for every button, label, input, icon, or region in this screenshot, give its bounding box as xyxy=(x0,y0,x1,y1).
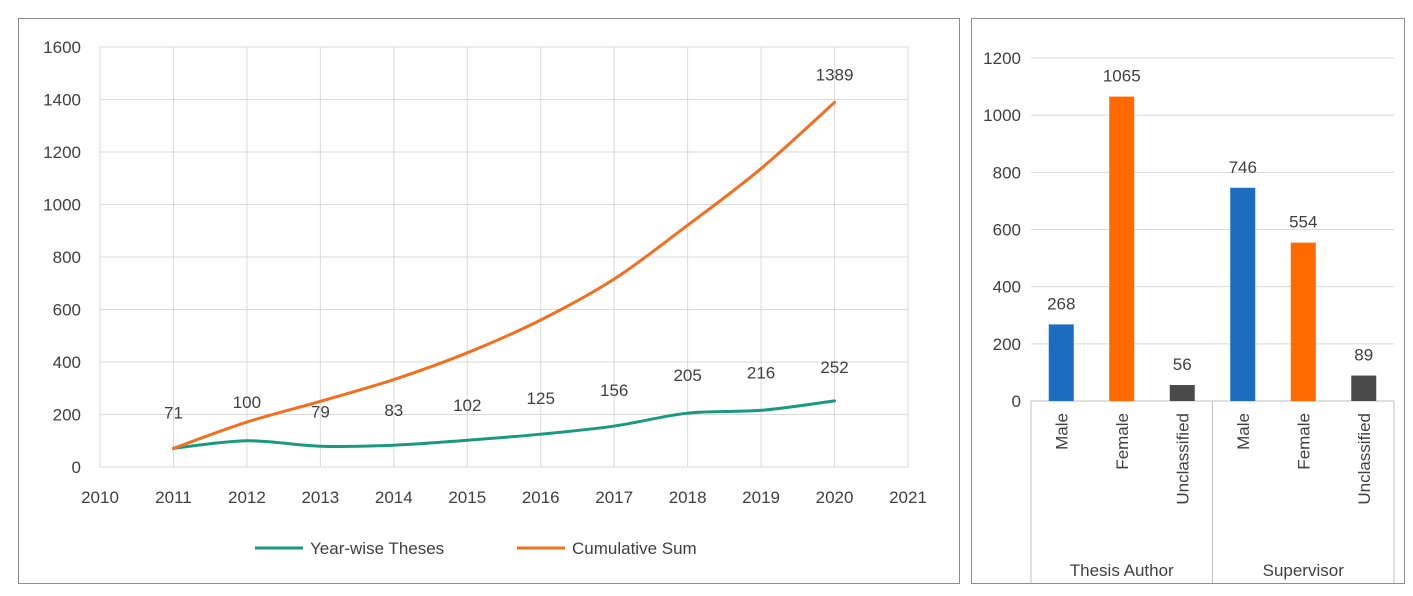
legend-item: Cumulative Sum xyxy=(517,539,697,558)
data-point xyxy=(613,425,616,428)
x-tick-label: 2015 xyxy=(448,488,486,507)
data-point xyxy=(245,439,248,442)
data-label: 83 xyxy=(384,401,403,420)
data-label: 156 xyxy=(600,381,628,400)
legend-label: Cumulative Sum xyxy=(572,539,697,558)
y-tick-label: 1000 xyxy=(43,196,81,215)
y-tick-label: 1000 xyxy=(983,106,1021,125)
group-label: Supervisor xyxy=(1263,561,1345,580)
y-tick-label: 1200 xyxy=(983,49,1021,68)
x-tick-label: 2021 xyxy=(889,488,927,507)
x-axis: 2010 2011 2012 2013 2014 2015 2016 2017 2018 2019… xyxy=(81,488,927,507)
data-point xyxy=(172,447,175,450)
category-label: Male xyxy=(1234,413,1253,450)
y-tick-label: 800 xyxy=(993,163,1021,182)
x-tick-label: 2014 xyxy=(375,488,413,507)
data-point xyxy=(613,278,616,281)
y-tick-label: 0 xyxy=(1012,392,1021,411)
y-tick-label: 600 xyxy=(53,301,81,320)
category-label: Unclassified xyxy=(1355,413,1374,505)
data-point xyxy=(392,444,395,447)
category-label: Female xyxy=(1294,413,1313,470)
x-axis: Male Female Unclassified Thesis Author Male F… xyxy=(1030,400,1395,583)
bar xyxy=(1230,187,1256,401)
y-tick-label: 200 xyxy=(993,335,1021,354)
x-tick-label: 2011 xyxy=(155,488,192,507)
data-label: 125 xyxy=(527,389,555,408)
bar xyxy=(1048,324,1074,401)
line-chart-panel: 0 200 400 600 800 1000 1200 1400 1600 2010 2011 201… xyxy=(18,18,960,584)
bar-chart: 0 200 400 600 800 1000 1200 Male Female Unclassif… xyxy=(983,49,1395,583)
data-point xyxy=(392,378,395,381)
y-tick-label: 1400 xyxy=(43,91,81,110)
data-label: 554 xyxy=(1289,213,1317,232)
data-point xyxy=(245,421,248,424)
y-tick-label: 0 xyxy=(72,458,81,477)
data-label: 102 xyxy=(453,396,481,415)
data-point xyxy=(833,101,836,104)
data-point xyxy=(760,167,763,170)
bar-chart-panel: 0 200 400 600 800 1000 1200 Male Female Unclassif… xyxy=(971,18,1405,584)
x-tick-label: 2010 xyxy=(81,488,119,507)
data-label: 205 xyxy=(673,366,701,385)
y-tick-label: 600 xyxy=(993,221,1021,240)
gridlines xyxy=(99,46,909,468)
x-tick-label: 2012 xyxy=(228,488,266,507)
x-tick-label: 2017 xyxy=(595,488,633,507)
data-point xyxy=(466,439,469,442)
category-label: Male xyxy=(1052,413,1071,450)
data-label: 1065 xyxy=(1103,67,1141,86)
bar-group-thesis-author: 268 1065 56 xyxy=(1047,67,1195,402)
legend-label: Year-wise Theses xyxy=(310,539,444,558)
data-label: 252 xyxy=(820,358,848,377)
data-label: 1389 xyxy=(816,65,854,84)
bar xyxy=(1290,242,1316,401)
category-label: Female xyxy=(1113,413,1132,470)
bar xyxy=(1169,384,1195,401)
series-line xyxy=(171,399,837,450)
y-tick-label: 400 xyxy=(53,353,81,372)
data-point xyxy=(760,409,763,412)
category-label: Unclassified xyxy=(1173,413,1192,505)
y-tick-label: 800 xyxy=(53,248,81,267)
gridlines xyxy=(1031,57,1394,402)
series-year-wise-theses xyxy=(171,399,837,450)
data-labels: 71 100 79 83 102 125 156 205 216 252 1389 xyxy=(164,65,853,422)
data-label: 89 xyxy=(1354,346,1373,365)
x-tick-label: 2013 xyxy=(301,488,339,507)
data-point xyxy=(466,351,469,354)
data-point xyxy=(686,224,689,227)
series-cumulative-sum xyxy=(171,100,837,450)
x-tick-label: 2018 xyxy=(669,488,707,507)
y-axis: 0 200 400 600 800 1000 1200 1400 1600 xyxy=(43,38,81,477)
bar xyxy=(1351,375,1377,401)
data-label: 746 xyxy=(1229,158,1257,177)
y-tick-label: 1200 xyxy=(43,143,81,162)
y-tick-label: 200 xyxy=(53,406,81,425)
data-point xyxy=(319,445,322,448)
group-label: Thesis Author xyxy=(1070,561,1174,580)
bar-group-supervisor: 746 554 89 xyxy=(1229,158,1377,401)
y-axis: 0 200 400 600 800 1000 1200 xyxy=(983,49,1021,411)
data-point xyxy=(686,412,689,415)
y-tick-label: 1600 xyxy=(43,38,81,57)
data-label: 79 xyxy=(311,402,330,421)
data-label: 71 xyxy=(164,403,183,422)
data-label: 216 xyxy=(747,363,775,382)
data-point xyxy=(539,433,542,436)
x-tick-label: 2016 xyxy=(522,488,560,507)
series-line xyxy=(171,100,837,450)
bar xyxy=(1109,96,1135,402)
data-label: 268 xyxy=(1047,294,1075,313)
data-point xyxy=(833,399,836,402)
data-label: 56 xyxy=(1173,355,1192,374)
x-tick-label: 2020 xyxy=(816,488,854,507)
x-tick-label: 2019 xyxy=(742,488,780,507)
y-tick-label: 400 xyxy=(993,278,1021,297)
data-label: 100 xyxy=(233,393,261,412)
legend-item: Year-wise Theses xyxy=(255,539,444,558)
legend: Year-wise Theses Cumulative Sum xyxy=(255,539,697,558)
data-point xyxy=(539,319,542,322)
